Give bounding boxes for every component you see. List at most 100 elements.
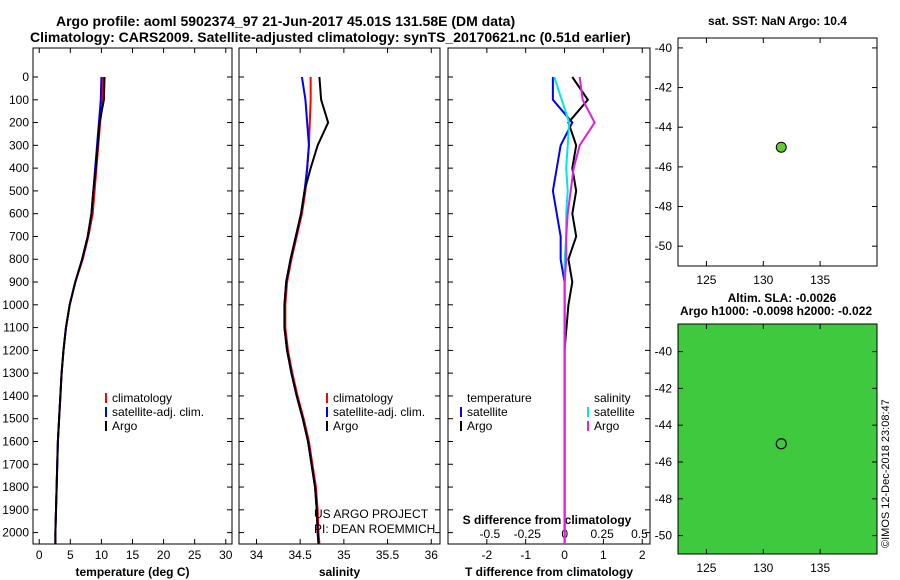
top-x-tick-label: -0.5 — [480, 527, 501, 541]
y-tick-label: 0 — [22, 70, 29, 84]
panel-frame-1 — [32, 47, 233, 545]
y-tick-label: 1600 — [2, 434, 29, 448]
x-tick-label: 35 — [337, 548, 351, 562]
map-y-tick-label: -42 — [655, 81, 673, 95]
y-tick-label: 700 — [9, 229, 29, 243]
sla-y-tick-label: -40 — [655, 345, 673, 359]
y-tick-label: 1300 — [2, 366, 29, 380]
y-tick-label: 800 — [9, 252, 29, 266]
credit-project: US ARGO PROJECT — [314, 507, 429, 521]
y-tick-label: 600 — [9, 207, 29, 221]
series-line-satellite-adj--clim- — [54, 76, 103, 544]
legend-label: satellite-adj. clim. — [112, 405, 204, 419]
sla-title: Altim. SLA: -0.0026 — [728, 291, 837, 305]
y-tick-label: 1700 — [2, 457, 29, 471]
sla-x-tick-label: 125 — [696, 561, 716, 575]
y-tick-label: 1800 — [2, 480, 29, 494]
x-tick-label: 0 — [36, 548, 43, 562]
top-x-tick-label: 0.25 — [590, 527, 614, 541]
map-y-tick-label: -44 — [655, 120, 673, 134]
sla-y-tick-label: -46 — [655, 455, 673, 469]
y-tick-label: 400 — [9, 161, 29, 175]
map-x-tick-label: 135 — [810, 273, 830, 287]
legend-label: satellite — [594, 405, 635, 419]
x-tick-label: 20 — [157, 548, 171, 562]
map-y-tick-label: -46 — [655, 160, 673, 174]
series-line-argo — [54, 76, 106, 544]
y-tick-label: 500 — [9, 184, 29, 198]
y-tick-label: 1400 — [2, 389, 29, 403]
sla-profile-marker — [775, 438, 787, 450]
legend-title-temperature: temperature — [467, 391, 532, 405]
legend-label: satellite — [467, 405, 508, 419]
top-x-tick-label: 0.5 — [631, 527, 648, 541]
y-tick-label: 100 — [9, 93, 29, 107]
heatmap-base — [678, 324, 877, 554]
x-axis-label: temperature (deg C) — [75, 565, 189, 579]
x-axis-label: salinity — [319, 565, 361, 579]
panel-frame-3 — [447, 47, 651, 545]
sla-frame — [677, 323, 878, 555]
x-tick-label: 36 — [425, 548, 439, 562]
legend-label: Argo — [594, 419, 620, 433]
y-tick-label: 200 — [9, 116, 29, 130]
x-tick-label: -2 — [482, 548, 493, 562]
y-tick-label: 1000 — [2, 298, 29, 312]
x-tick-label: 5 — [67, 548, 74, 562]
x-axis-label: T difference from climatology — [465, 565, 633, 579]
credit-pi: PI: DEAN ROEMMICH — [314, 522, 435, 536]
sla-x-tick-label: 135 — [810, 561, 830, 575]
imos-timestamp: ©IMOS 12-Dec-2018 23:08:47 — [880, 399, 892, 548]
x-tick-label: 15 — [126, 548, 140, 562]
y-tick-label: 900 — [9, 275, 29, 289]
y-tick-label: 1200 — [2, 343, 29, 357]
series-line-temperature-satellite — [551, 77, 574, 544]
legend-label: Argo — [467, 419, 493, 433]
y-tick-label: 1100 — [3, 321, 29, 335]
legend-label: climatology — [112, 391, 172, 405]
legend-label: Argo — [333, 419, 359, 433]
profile-location-point — [775, 141, 787, 153]
map-y-tick-label: -50 — [655, 239, 673, 253]
figure-title-line2: Climatology: CARS2009. Satellite-adjuste… — [30, 29, 631, 45]
sla-y-tick-label: -50 — [655, 529, 673, 543]
y-tick-label: 1500 — [2, 412, 29, 426]
secondary-x-axis-label: S difference from climatology — [463, 513, 632, 527]
top-x-tick-label: -0.25 — [514, 527, 542, 541]
series-line-climatology — [284, 77, 321, 545]
series-line-argo — [283, 76, 330, 545]
legend-label: climatology — [333, 391, 393, 405]
series-line-salinity-argo — [563, 76, 596, 544]
y-tick-label: 1900 — [2, 503, 29, 517]
legend-title-salinity: salinity — [594, 391, 631, 405]
legend-label: Argo — [112, 419, 138, 433]
x-tick-label: 34.5 — [288, 548, 312, 562]
x-tick-label: -1 — [520, 548, 531, 562]
x-tick-label: 35.5 — [376, 548, 400, 562]
map-frame — [677, 37, 878, 267]
figure-title-line1: Argo profile: aoml 5902374_97 21-Jun-201… — [56, 13, 516, 29]
x-tick-label: 25 — [188, 548, 202, 562]
x-tick-label: 34 — [250, 548, 264, 562]
panel-frame-2 — [238, 47, 441, 545]
map-y-tick-label: -40 — [655, 41, 673, 55]
y-tick-label: 300 — [9, 138, 29, 152]
x-tick-label: 30 — [219, 548, 233, 562]
x-tick-label: 0 — [561, 548, 568, 562]
map-x-tick-label: 130 — [753, 273, 773, 287]
legend-label: satellite-adj. clim. — [333, 405, 425, 419]
map-y-tick-label: -48 — [655, 200, 673, 214]
sla-y-tick-label: -44 — [655, 418, 673, 432]
x-tick-label: 2 — [639, 548, 646, 562]
sla-y-tick-label: -42 — [655, 381, 673, 395]
map-title: sat. SST: NaN Argo: 10.4 — [708, 14, 847, 28]
sla-y-tick-label: -48 — [655, 492, 673, 506]
sla-subtitle: Argo h1000: -0.0098 h2000: -0.022 — [680, 304, 872, 318]
sla-x-tick-label: 130 — [753, 561, 773, 575]
x-tick-label: 1 — [600, 548, 607, 562]
map-x-tick-label: 125 — [696, 273, 716, 287]
y-tick-label: 2000 — [2, 526, 29, 540]
x-tick-label: 10 — [95, 548, 109, 562]
